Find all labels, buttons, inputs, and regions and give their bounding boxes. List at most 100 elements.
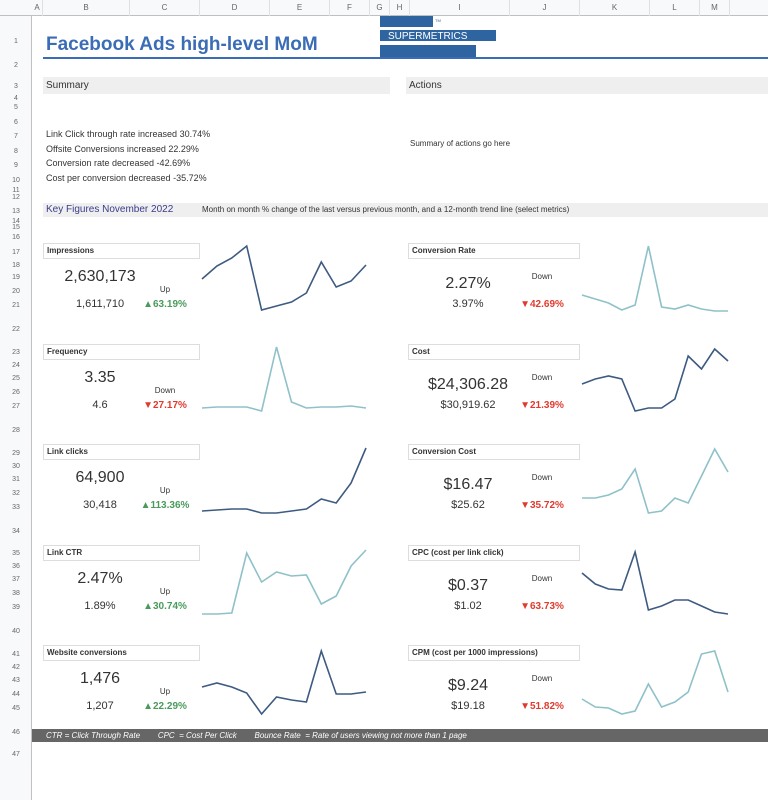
- kpi-current-value: $0.37: [447, 576, 489, 594]
- row-header[interactable]: 41: [12, 650, 20, 658]
- row-header[interactable]: 15: [12, 224, 20, 231]
- row-header[interactable]: 32: [12, 489, 20, 497]
- kpi-change: ▲30.74%: [143, 600, 187, 612]
- row-header[interactable]: 28: [12, 427, 20, 434]
- kpi-current-value: 2,630,173: [64, 268, 136, 285]
- row-header[interactable]: 5: [14, 104, 18, 111]
- row-header[interactable]: 29: [12, 449, 20, 457]
- row-header[interactable]: 7: [14, 133, 18, 140]
- row-header[interactable]: 45: [12, 704, 20, 712]
- kpi-title: Conversion Cost: [408, 444, 580, 460]
- row-header[interactable]: 23: [12, 349, 20, 356]
- row-header[interactable]: 30: [12, 462, 20, 470]
- row-header[interactable]: 17: [12, 249, 20, 256]
- trend-line: [581, 347, 729, 412]
- row-header[interactable]: 3: [14, 83, 18, 90]
- kpi-direction: Up: [159, 486, 171, 495]
- kpi-previous-value: 1,207: [86, 700, 114, 712]
- column-header[interactable]: H: [390, 0, 410, 16]
- row-header[interactable]: 31: [12, 475, 20, 483]
- row-header[interactable]: 12: [12, 194, 20, 201]
- kpi-direction: Down: [154, 385, 176, 395]
- row-header[interactable]: 2: [14, 62, 18, 69]
- kpi-change: ▼63.73%: [520, 600, 564, 612]
- row-header[interactable]: 38: [12, 590, 20, 597]
- key-figures-description: Month on month % change of the last vers…: [202, 205, 570, 214]
- row-header[interactable]: 35: [12, 550, 20, 557]
- column-header[interactable]: G: [370, 0, 390, 16]
- row-header[interactable]: 43: [12, 676, 20, 684]
- row-header[interactable]: 34: [12, 527, 20, 535]
- row-header[interactable]: 8: [14, 148, 18, 155]
- row-header[interactable]: 39: [12, 604, 20, 611]
- trend-line: [201, 648, 367, 716]
- column-header[interactable]: C: [130, 0, 200, 16]
- row-header[interactable]: 4: [14, 95, 18, 102]
- row-header[interactable]: 42: [12, 663, 20, 671]
- column-header[interactable]: F: [330, 0, 370, 16]
- kpi-current-value: 3.35: [84, 368, 116, 386]
- row-header[interactable]: 25: [12, 375, 20, 382]
- column-header[interactable]: B: [43, 0, 130, 16]
- kpi-previous-value: 3.97%: [452, 298, 484, 310]
- row-header[interactable]: 19: [12, 274, 20, 281]
- kpi-previous-value: $25.62: [451, 499, 485, 511]
- summary-line: Link Click through rate increased 30.74%: [46, 129, 211, 139]
- row-header[interactable]: 44: [12, 690, 20, 698]
- row-header[interactable]: 40: [12, 628, 20, 635]
- row-header[interactable]: 27: [12, 403, 20, 410]
- page-title: Facebook Ads high-level MoM: [46, 34, 318, 55]
- kpi-direction: Down: [531, 272, 553, 281]
- kpi-change: ▲113.36%: [140, 500, 190, 511]
- trend-sparkline: [202, 548, 367, 615]
- trend-line: [201, 244, 367, 311]
- row-header[interactable]: 26: [12, 389, 20, 396]
- trend-line: [201, 346, 367, 412]
- row-header[interactable]: 22: [12, 326, 20, 333]
- kpi-direction: Up: [159, 586, 171, 596]
- column-header[interactable]: I: [410, 0, 510, 16]
- kpi-previous-value: $1.02: [454, 599, 482, 612]
- column-header[interactable]: D: [200, 0, 270, 16]
- row-header[interactable]: 11: [12, 187, 20, 194]
- row-header[interactable]: 18: [12, 262, 20, 269]
- kpi-current-value: 64,900: [75, 469, 125, 486]
- summary-line: Cost per conversion decreased -35.72%: [46, 172, 207, 183]
- kpi-current-value: $24,306.28: [427, 375, 509, 393]
- row-header[interactable]: 6: [14, 119, 18, 126]
- trend-sparkline: [201, 346, 367, 412]
- row-header[interactable]: 37: [12, 576, 20, 583]
- row-header[interactable]: 13: [12, 208, 20, 215]
- summary-line: Conversion rate decreased -42.69%: [46, 158, 191, 168]
- column-header[interactable]: E: [270, 0, 330, 16]
- column-header[interactable]: A: [32, 0, 43, 16]
- column-header[interactable]: K: [580, 0, 650, 16]
- row-header[interactable]: 36: [12, 563, 20, 570]
- row-header[interactable]: 1: [14, 38, 18, 45]
- row-header[interactable]: 33: [12, 503, 20, 511]
- column-header[interactable]: J: [510, 0, 580, 16]
- kpi-previous-value: 4.6: [92, 398, 108, 411]
- kpi-change: ▲63.19%: [143, 299, 187, 310]
- row-header[interactable]: 9: [14, 162, 18, 169]
- row-header[interactable]: 21: [12, 302, 20, 309]
- kpi-previous-value: $30,919.62: [440, 398, 496, 411]
- key-figures-title: Key Figures November 2022: [46, 204, 174, 215]
- kpi-change: ▼35.72%: [520, 500, 564, 511]
- row-header[interactable]: 16: [12, 234, 20, 241]
- row-header[interactable]: 14: [12, 218, 20, 225]
- kpi-current-value: 1,476: [79, 670, 121, 687]
- trend-sparkline: [581, 347, 729, 412]
- row-header[interactable]: 46: [12, 728, 20, 736]
- row-header[interactable]: 10: [12, 177, 20, 184]
- row-header[interactable]: 24: [12, 362, 20, 369]
- kpi-title: Frequency: [43, 343, 200, 360]
- key-figures-band: [43, 203, 768, 217]
- trend-sparkline: [581, 548, 729, 615]
- row-header[interactable]: 20: [12, 288, 20, 295]
- kpi-change: ▼51.82%: [520, 701, 564, 712]
- column-header[interactable]: L: [650, 0, 700, 16]
- row-header[interactable]: 47: [12, 751, 20, 758]
- trend-sparkline: [582, 447, 729, 514]
- column-header[interactable]: M: [700, 0, 730, 16]
